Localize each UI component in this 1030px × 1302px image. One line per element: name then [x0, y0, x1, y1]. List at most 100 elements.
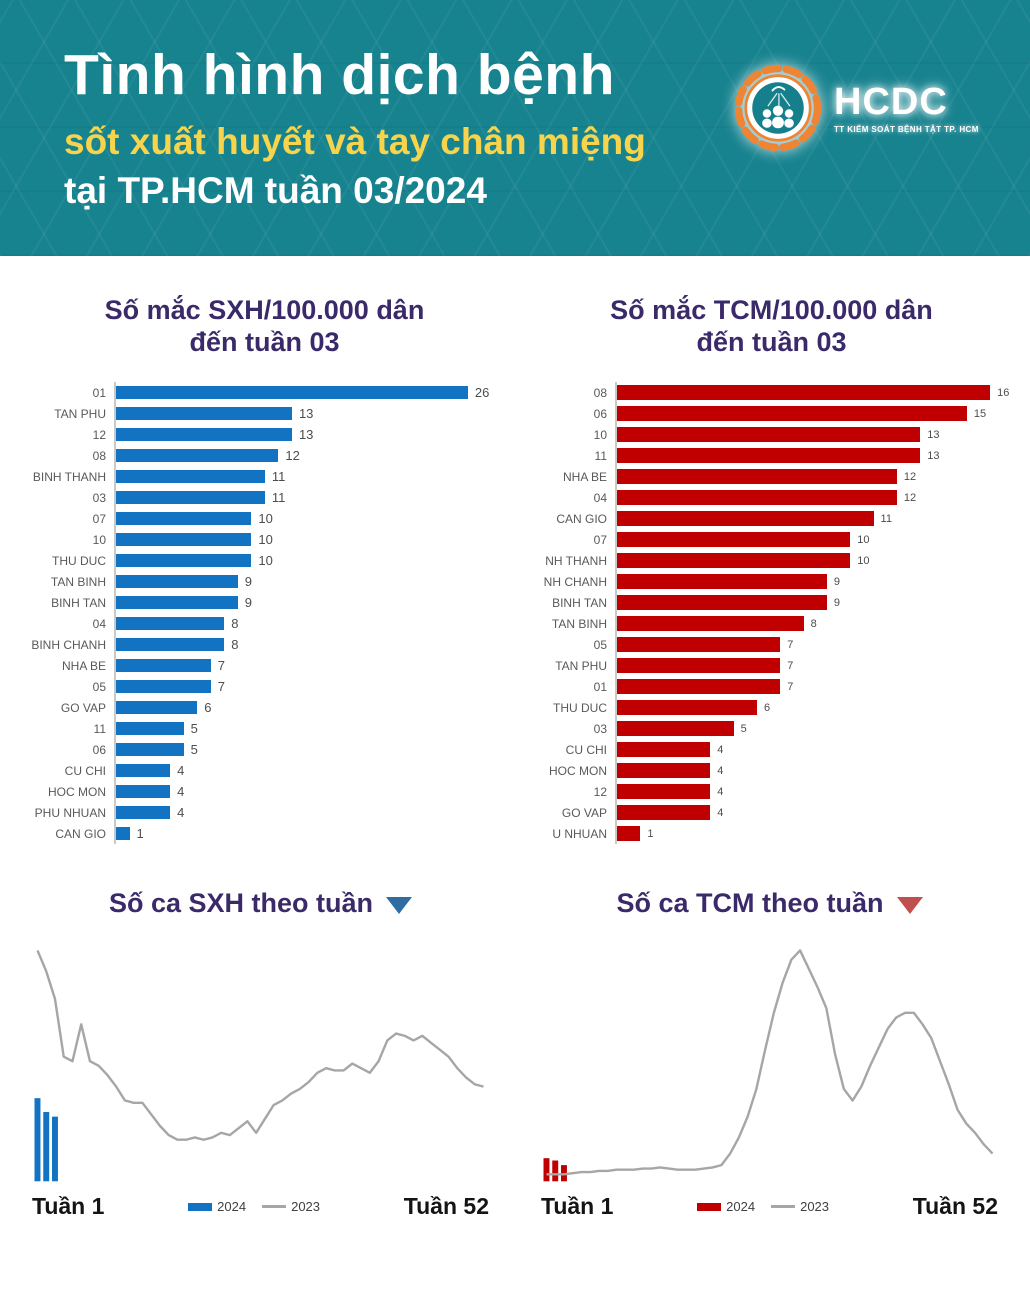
bar [617, 448, 921, 463]
bar [617, 721, 734, 736]
bar-row: PHU NHUAN 4 [22, 802, 507, 823]
bar [116, 722, 184, 735]
bar-row: 04 8 [22, 613, 507, 634]
bar-category-label: 01 [593, 679, 607, 694]
legend-item-2024: 2024 [697, 1199, 755, 1214]
bar-category-label: 05 [92, 679, 106, 694]
bar [617, 700, 757, 715]
bar-track: 11 [114, 487, 507, 508]
weekly-line-2023 [37, 950, 483, 1139]
bar [116, 512, 252, 525]
bar-value-label: 7 [787, 659, 794, 672]
bar [116, 743, 184, 756]
bar-category-label: 08 [92, 448, 106, 463]
bar-category-label: U NHUAN [552, 826, 607, 841]
bar [116, 701, 198, 714]
bar-row: 04 12 [529, 487, 1014, 508]
trend-down-icon [386, 897, 413, 914]
bar-value-label: 11 [271, 469, 286, 484]
weekly-charts-row: Số ca SXH theo tuần Tuần 1 2024 2023 Tuần… [0, 844, 1030, 1220]
sxh-rate-title-line2: đến tuần 03 [189, 327, 340, 358]
bar-value-label: 7 [217, 679, 225, 694]
rate-charts-row: Số mắc SXH/100.000 dân đến tuần 03 01 26 T… [0, 256, 1030, 844]
bar-row: BINH CHANH 8 [22, 634, 507, 655]
bar [116, 449, 279, 462]
weekly-bar-2024 [34, 1098, 41, 1182]
bar-track: 1 [615, 823, 1014, 844]
bar-row: 05 7 [22, 676, 507, 697]
bar-track: 6 [114, 697, 507, 718]
bar-track: 12 [114, 445, 507, 466]
bar [617, 595, 827, 610]
bar-track: 4 [615, 739, 1014, 760]
bar [116, 554, 252, 567]
bar-row: TAN PHU 7 [529, 655, 1014, 676]
bar-value-label: 12 [903, 491, 917, 504]
bar-category-label: 06 [92, 742, 106, 757]
hcdc-logo-text: HCDC TT KIỂM SOÁT BỆNH TẬT TP. HCM [834, 83, 979, 134]
bar-category-label: 11 [594, 448, 607, 463]
weekly-line-2023 [546, 950, 992, 1174]
x-axis-end-label: Tuần 52 [403, 1193, 489, 1219]
bar-row: 07 10 [22, 508, 507, 529]
bar-track: 9 [615, 592, 1014, 613]
bar-category-label: PHU NHUAN [34, 805, 106, 820]
page-subtitle-diseases: sốt xuất huyết và tay chân miệng [64, 120, 646, 162]
bar-category-label: 06 [593, 406, 607, 421]
tcm-cases-by-week-svg [543, 943, 998, 1182]
bar-category-label: 10 [593, 427, 607, 442]
bar-row: CAN GIO 1 [22, 823, 507, 844]
tcm-rate-title-line1: Số mắc TCM/100.000 dân [610, 295, 933, 325]
weekly-bar-2024 [43, 1112, 50, 1182]
bar-row: CU CHI 4 [22, 760, 507, 781]
bar-value-label: 6 [763, 701, 771, 714]
page-subtitle-location-week: tại TP.HCM tuần 03/2024 [64, 169, 487, 211]
bar-category-label: 07 [92, 511, 106, 526]
tcm-rate-chart: Số mắc TCM/100.000 dân đến tuần 03 08 16 0… [515, 294, 1024, 844]
weekly-bar-2024 [52, 1116, 58, 1182]
tcm-weekly-footer: Tuần 1 2024 2023 Tuần 52 [541, 1193, 998, 1220]
bar [116, 533, 252, 546]
bar-track: 4 [615, 781, 1014, 802]
legend-swatch-2024 [697, 1202, 722, 1211]
bar-track: 13 [114, 424, 507, 445]
bar-row: 10 13 [529, 424, 1014, 445]
bar-row: 12 13 [22, 424, 507, 445]
bar [617, 406, 967, 421]
bar-row: NH THANH 10 [529, 550, 1014, 571]
legend-label: 2024 [217, 1199, 247, 1214]
bar-category-label: NHA BE [562, 469, 607, 484]
bar-category-label: 12 [92, 427, 106, 442]
sxh-rate-bars: 01 26 TAN PHU 13 12 13 08 12 BINH THANH 11 03 11 07 1… [22, 382, 507, 844]
bar [116, 491, 265, 504]
tcm-weekly-plot [541, 943, 998, 1185]
bar-track: 9 [114, 592, 507, 613]
bar [617, 427, 921, 442]
bar-value-label: 4 [177, 784, 185, 799]
legend-label: 2023 [800, 1199, 830, 1214]
bar-value-label: 10 [258, 532, 273, 547]
bar-category-label: GO VAP [60, 700, 106, 715]
bar [116, 785, 171, 798]
legend-swatch-2023 [771, 1205, 796, 1208]
bar-row: 10 10 [22, 529, 507, 550]
bar-value-label: 13 [927, 428, 940, 441]
bar [116, 659, 211, 672]
bar-row: 03 11 [22, 487, 507, 508]
hcdc-logo: HCDC TT KIỂM SOÁT BỆNH TẬT TP. HCM [732, 52, 982, 164]
bar [617, 532, 851, 547]
bar-category-label: TAN PHU [555, 658, 607, 673]
bar-track: 8 [114, 634, 507, 655]
bar-value-label: 6 [204, 700, 212, 715]
bar [617, 616, 804, 631]
header-banner: Tình hình dịch bệnh sốt xuất huyết và ta… [0, 0, 1030, 256]
hcdc-logo-icon [734, 64, 822, 152]
bar [116, 575, 238, 588]
bar-category-label: BINH TAN [51, 595, 106, 610]
sxh-weekly-chart: Số ca SXH theo tuần Tuần 1 2024 2023 Tuần… [6, 888, 515, 1220]
sxh-cases-by-week-svg [34, 943, 489, 1182]
bar-row: CAN GIO 11 [529, 508, 1014, 529]
bar-value-label: 1 [647, 827, 654, 840]
bar-category-label: THU DUC [553, 700, 607, 715]
